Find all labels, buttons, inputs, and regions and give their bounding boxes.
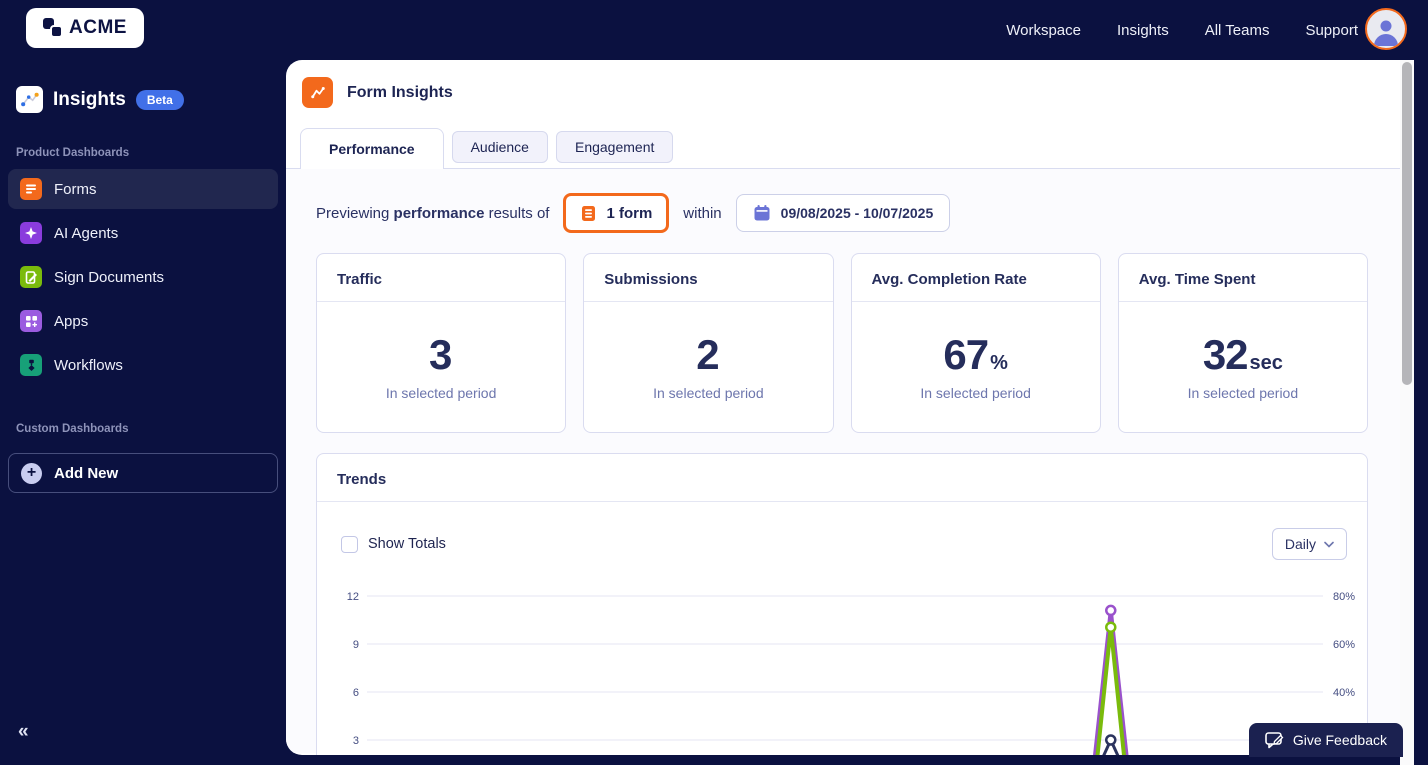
stat-caption: In selected period xyxy=(1187,385,1299,401)
stat-card-time-spent: Avg. Time Spent 32 sec In selected period xyxy=(1117,253,1368,433)
top-nav: Workspace Insights All Teams Support xyxy=(1006,0,1358,60)
svg-text:60%: 60% xyxy=(1333,639,1355,651)
sidebar-item-label: Apps xyxy=(54,312,89,330)
brand-name: ACME xyxy=(69,17,127,38)
tabstrip: Performance Audience Engagement xyxy=(286,108,1400,169)
avatar[interactable] xyxy=(1365,8,1407,50)
beta-badge: Beta xyxy=(135,89,184,110)
trend-chart: 12 80% 9 60% 6 40% 3 xyxy=(317,582,1369,755)
scrollbar-thumb[interactable] xyxy=(1402,62,1412,385)
sidebar-item-sign-documents[interactable]: Sign Documents xyxy=(8,257,278,297)
acme-logo[interactable]: ACME xyxy=(26,8,144,48)
svg-text:6: 6 xyxy=(353,687,359,699)
trends-title: Trends xyxy=(317,454,1367,502)
trends-card: Trends Show Totals Daily 12 80% 9 60% 6 40% 3 xyxy=(316,453,1368,755)
give-feedback-button[interactable]: Give Feedback xyxy=(1248,723,1403,757)
preview-bar: Previewing performance results of 1 form… xyxy=(316,193,1368,233)
tab-audience[interactable]: Audience xyxy=(451,131,548,163)
nav-link-all-teams[interactable]: All Teams xyxy=(1204,21,1270,39)
checkbox-box[interactable] xyxy=(341,535,358,553)
sidebar-item-apps[interactable]: Apps xyxy=(8,301,278,341)
stat-card-completion-rate: Avg. Completion Rate 67% In selected per… xyxy=(850,253,1101,433)
nav-link-workspace[interactable]: Workspace xyxy=(1006,21,1081,39)
ai-agents-icon xyxy=(20,222,42,244)
stat-caption: In selected period xyxy=(653,385,764,401)
feedback-label: Give Feedback xyxy=(1292,732,1387,748)
sign-documents-icon xyxy=(20,266,42,288)
tab-performance[interactable]: Performance xyxy=(300,128,444,169)
date-range-button[interactable]: 09/08/2025 - 10/07/2025 xyxy=(735,194,951,232)
acme-logo-icon xyxy=(43,18,64,38)
calendar-icon xyxy=(754,205,770,221)
show-totals-checkbox[interactable]: Show Totals xyxy=(341,535,446,553)
stat-card-submissions: Submissions 2 In selected period xyxy=(583,253,834,433)
topbar: ACME Workspace Insights All Teams Suppor… xyxy=(0,0,1428,60)
page-title: Form Insights xyxy=(347,83,453,101)
within-label: within xyxy=(683,204,722,222)
feedback-icon xyxy=(1265,731,1284,748)
section-label-product-dashboards: Product Dashboards xyxy=(16,147,130,159)
tab-engagement[interactable]: Engagement xyxy=(555,131,674,163)
sidebar-item-label: AI Agents xyxy=(54,224,119,242)
sidebar-item-forms[interactable]: Forms xyxy=(8,169,278,209)
svg-text:40%: 40% xyxy=(1333,687,1355,699)
workflows-icon xyxy=(20,354,42,376)
plus-icon: + xyxy=(21,462,42,484)
panel-header: Form Insights xyxy=(286,60,1400,108)
preview-text: Previewing performance results of xyxy=(316,204,550,222)
nav-link-insights[interactable]: Insights xyxy=(1117,21,1169,39)
chevron-down-icon xyxy=(1324,541,1334,548)
person-icon xyxy=(1374,20,1398,46)
sidebar-item-label: Sign Documents xyxy=(54,268,165,286)
sidebar: Insights Beta Product Dashboards Forms A… xyxy=(0,60,286,765)
stat-caption: In selected period xyxy=(920,385,1031,401)
forms-icon xyxy=(20,178,42,200)
svg-text:80%: 80% xyxy=(1333,591,1355,603)
sidebar-item-ai-agents[interactable]: AI Agents xyxy=(8,213,278,253)
add-new-label: Add New xyxy=(54,464,119,482)
collapse-sidebar-button[interactable]: « xyxy=(18,721,29,742)
panel-body: Previewing performance results of 1 form… xyxy=(286,169,1400,755)
sidebar-header: Insights Beta xyxy=(0,60,286,113)
apps-icon xyxy=(20,310,42,332)
add-new-button[interactable]: + Add New xyxy=(8,453,278,493)
stat-value: 3 xyxy=(428,331,452,378)
main-panel: Form Insights Performance Audience Engag… xyxy=(286,60,1400,755)
stat-value: 2 xyxy=(696,331,719,378)
sidebar-item-workflows[interactable]: Workflows xyxy=(8,345,278,385)
sidebar-title: Insights xyxy=(53,88,126,110)
form-icon xyxy=(582,205,596,221)
stat-card-traffic: Traffic 3 In selected period xyxy=(316,253,567,433)
nav-link-support[interactable]: Support xyxy=(1305,21,1358,39)
svg-text:9: 9 xyxy=(353,639,359,651)
sidebar-item-label: Forms xyxy=(54,180,97,198)
form-selector-button[interactable]: 1 form xyxy=(563,193,670,233)
stat-value: 67 xyxy=(943,331,989,378)
svg-text:12: 12 xyxy=(347,591,359,603)
svg-text:3: 3 xyxy=(353,735,359,747)
show-totals-label: Show Totals xyxy=(368,536,446,552)
interval-dropdown[interactable]: Daily xyxy=(1271,528,1347,560)
insights-icon xyxy=(16,86,43,113)
section-label-custom-dashboards: Custom Dashboards xyxy=(16,423,129,435)
stat-value: 32 xyxy=(1202,331,1249,378)
stat-caption: In selected period xyxy=(385,385,497,401)
stat-cards-row: Traffic 3 In selected period Submissions… xyxy=(316,253,1368,433)
form-insights-icon xyxy=(302,77,333,108)
sidebar-item-label: Workflows xyxy=(54,356,123,374)
